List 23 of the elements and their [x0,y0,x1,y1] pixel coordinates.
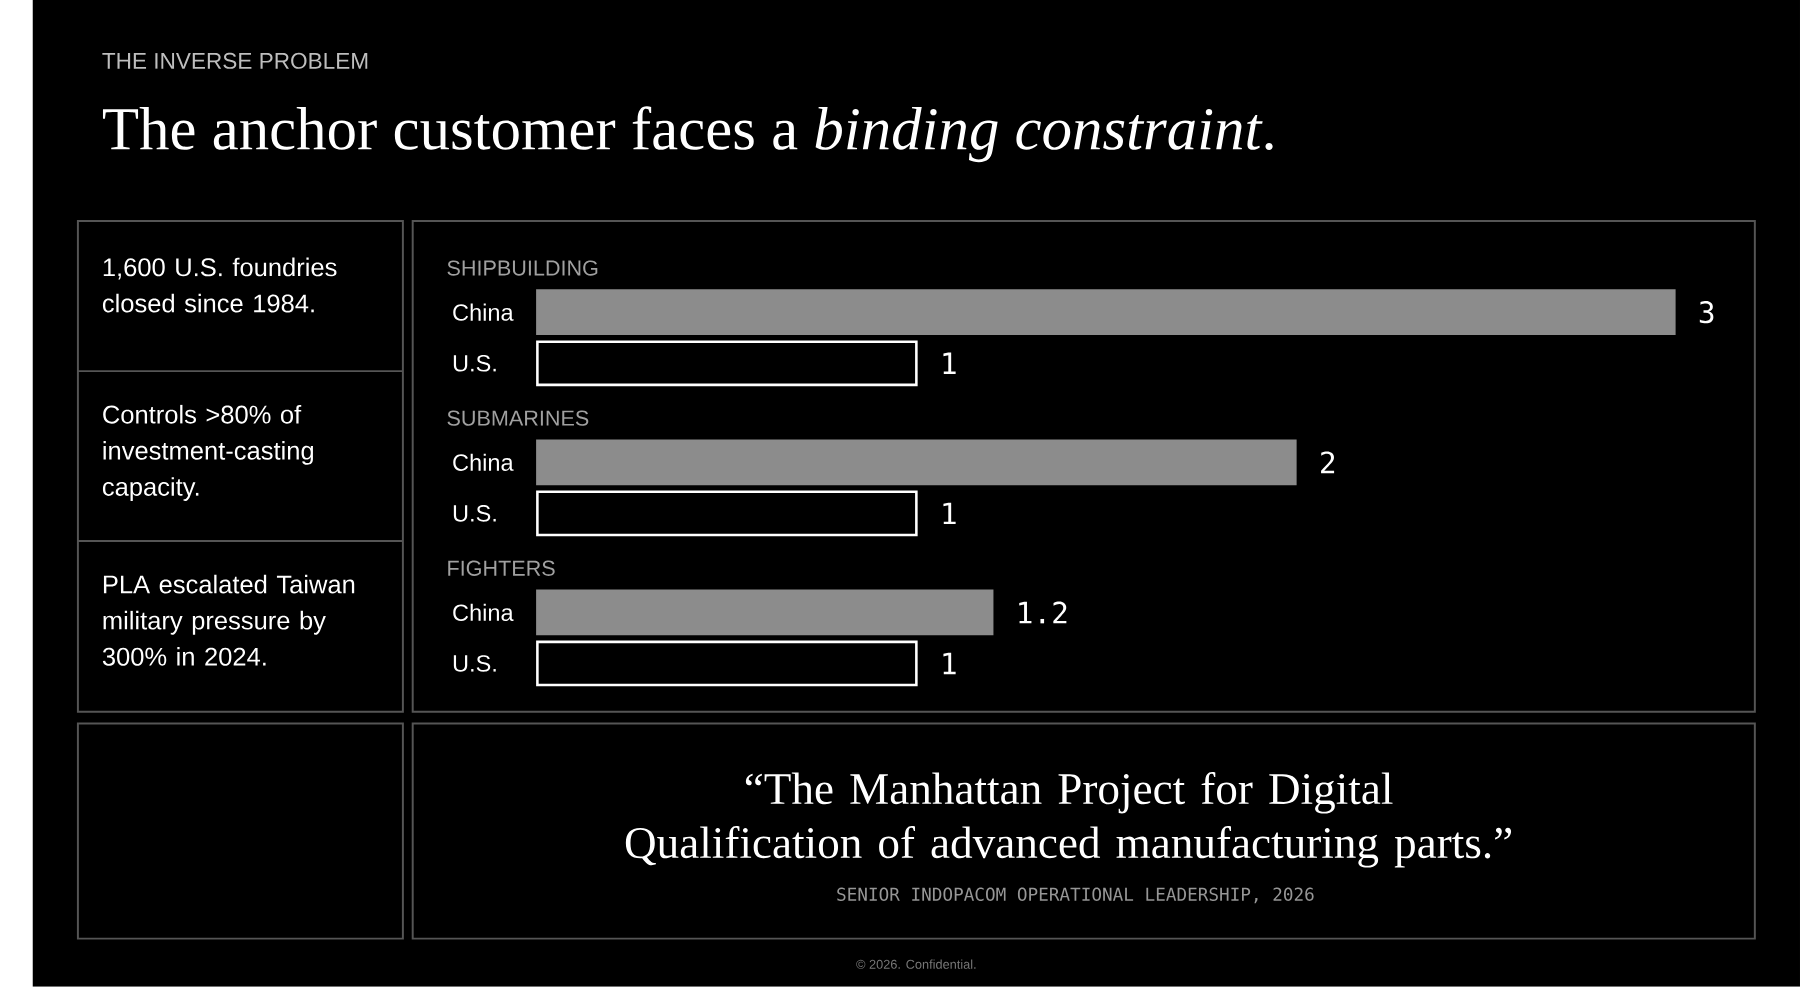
annotation: SHIPBUILDING [447,260,598,276]
data-label: 2 [1321,451,1335,474]
y-tick-label: U.S. [453,355,496,372]
y-tick-label: U.S. [453,505,496,522]
data-label: 1 [943,352,956,375]
text: SENIOR INDOPACOM OPERATIONAL LEADERSHIP, 2026 [837,887,1314,904]
chart-title: The anchor customer faces a binding constraint. [102,106,1273,163]
data-label: 1 [943,652,956,675]
annotation: FIGHTERS [448,560,555,577]
y-tick-label: U.S. [453,655,496,672]
data-label: 1.2 [1019,601,1067,624]
y-tick-label: China [453,453,514,472]
text: 1,600 U.S. foundries closed since 1984. [102,257,337,313]
y-tick-label: China [453,303,514,321]
annotation: SUBMARINES [447,410,589,426]
y-tick-label: China [453,603,514,622]
text: © 2026. Confidential. [856,959,976,969]
text: “The Manhattan Project for Digital Qualification of advanced manufacturing parts.” [625,772,1512,868]
data-label: 3 [1699,301,1714,324]
text: PLA escalated Taiwan military pressure by 300% in 2024. [102,574,355,666]
text: THE INVERSE PROBLEM [102,53,368,69]
text: Controls >80% of investment-casting capacity. [102,405,314,502]
data-label: 1 [943,502,956,525]
